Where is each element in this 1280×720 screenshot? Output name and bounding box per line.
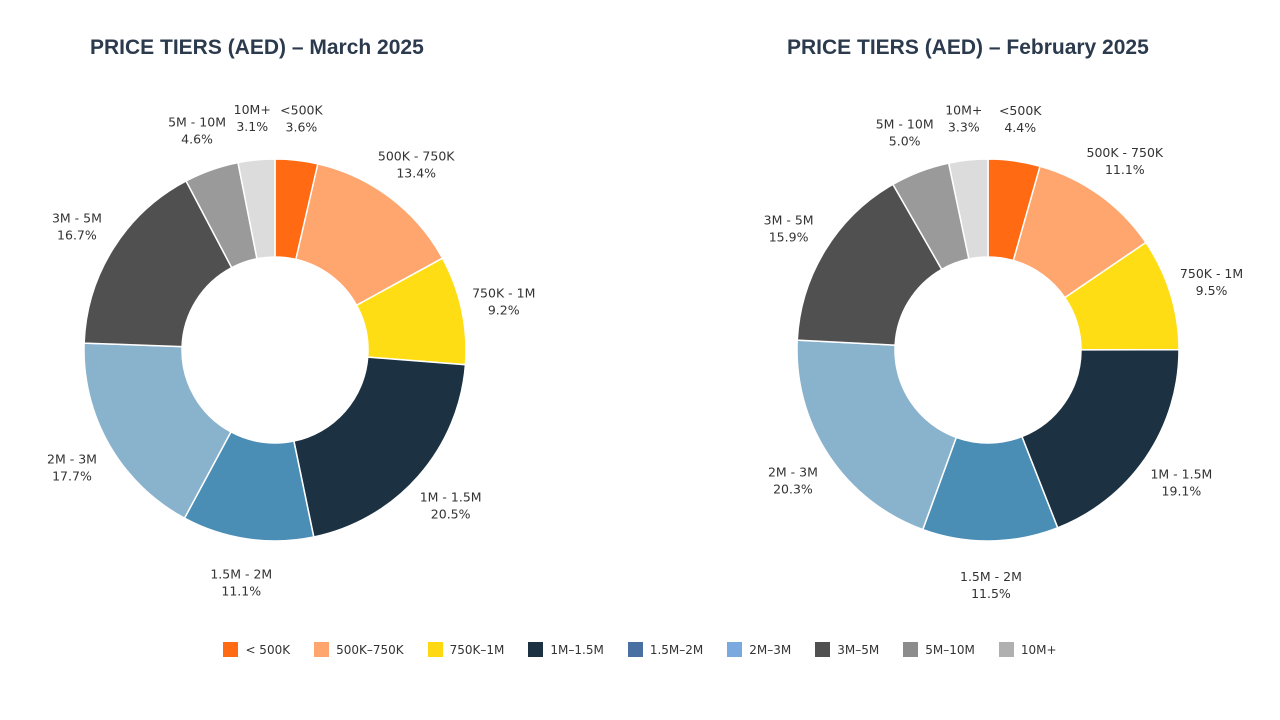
legend-swatch: [627, 642, 643, 657]
slice-label-750k-1m: 750K - 1M 9.5%: [1180, 266, 1243, 298]
slice-label-1m-1-5m: 1M - 1.5M 19.1%: [1150, 467, 1212, 499]
slice-category-label: 10M+: [234, 102, 271, 117]
slice-value-label: 3.1%: [236, 119, 268, 134]
slice-value-label: 9.5%: [1196, 283, 1228, 298]
slice-label-3m-5m: 3M - 5M 16.7%: [52, 210, 102, 242]
slice-2m-3m: [83, 342, 232, 520]
donut-chart-february: <500K 4.4% 500K - 750K 11.1% 750K - 1M 9.5% 1M…: [764, 102, 1244, 601]
slice-1m-1-5m: [292, 356, 467, 538]
slice-value-label: 11.1%: [221, 584, 261, 599]
legend-item-750k-1m: 750K–1M: [427, 642, 505, 657]
slice-category-label: 10M+: [945, 102, 982, 117]
slice-category-label: 1.5M - 2M: [210, 567, 272, 582]
slice-label-5m-10m: 5M - 10M 4.6%: [168, 114, 226, 146]
slice-value-label: 16.7%: [57, 227, 97, 242]
slice-category-label: 750K - 1M: [472, 286, 535, 301]
slice-category-label: 1M - 1.5M: [420, 490, 482, 505]
legend-item-lt-500k: < 500K: [223, 642, 290, 657]
legend-label: 1.5M–2M: [649, 642, 704, 657]
legend-item-1m-1-5m: 1M–1.5M: [528, 642, 604, 657]
slice-3m-5m: [83, 179, 233, 348]
legend-label: 750K–1M: [449, 642, 505, 657]
slice-value-label: 5.0%: [889, 133, 921, 148]
legend-item-500k-750k: 500K–750K: [314, 642, 404, 657]
legend-swatch: [998, 642, 1014, 657]
slice-category-label: 2M - 3M: [47, 451, 97, 466]
legend-label: 2M–3M: [749, 642, 792, 657]
slice-label-10mplus: 10M+ 3.1%: [234, 102, 271, 134]
slice-value-label: 20.5%: [431, 507, 471, 522]
legend-label: 500K–750K: [336, 642, 404, 657]
slice-label-500k-750k: 500K - 750K 13.4%: [378, 148, 455, 180]
legend-item-2m-3m: 2M–3M: [727, 642, 791, 657]
slice-label-750k-1m: 750K - 1M 9.2%: [472, 286, 535, 318]
slice-category-label: 5M - 10M: [876, 116, 934, 131]
slice-category-label: 3M - 5M: [52, 210, 102, 225]
slice-value-label: 3.6%: [286, 119, 318, 134]
chart-title-february: PRICE TIERS (AED) – February 2025: [787, 36, 1149, 59]
chart-title-march: PRICE TIERS (AED) – March 2025: [90, 36, 424, 59]
slice-1m-1-5m: [1020, 348, 1180, 529]
slice-category-label: <500K: [280, 102, 323, 117]
legend-swatch: [528, 642, 544, 657]
legend-label: < 500K: [245, 642, 291, 657]
slice-label-1-5m-2m: 1.5M - 2M 11.1%: [210, 567, 272, 599]
slice-label-2m-3m: 2M - 3M 20.3%: [768, 464, 818, 496]
legend-swatch: [815, 642, 831, 657]
legend-item-5m-10m: 5M–10M: [903, 642, 975, 657]
slice-label-500k-750k: 500K - 750K 11.1%: [1087, 145, 1164, 177]
legend-item-10mplus: 10M+: [998, 642, 1057, 657]
slice-value-label: 19.1%: [1162, 484, 1202, 499]
slice-value-label: 15.9%: [769, 230, 809, 245]
slice-category-label: 750K - 1M: [1180, 266, 1243, 281]
chart-legend: < 500K 500K–750K 750K–1M 1M–1.5M 1.5M–2M 2M–3…: [0, 642, 1280, 657]
slice-label-3m-5m: 3M - 5M 15.9%: [764, 213, 814, 245]
slice-2m-3m: [796, 339, 958, 531]
legend-item-1-5m-2m: 1.5M–2M: [627, 642, 704, 657]
legend-swatch: [427, 642, 443, 657]
slice-value-label: 17.7%: [52, 468, 92, 483]
legend-label: 3M–5M: [837, 642, 880, 657]
slice-label-1m-1-5m: 1M - 1.5M 20.5%: [420, 490, 482, 522]
slice-label-2m-3m: 2M - 3M 17.7%: [47, 451, 97, 483]
legend-item-3m-5m: 3M–5M: [815, 642, 879, 657]
slice-category-label: 5M - 10M: [168, 114, 226, 129]
slice-category-label: 1M - 1.5M: [1150, 467, 1212, 482]
slice-category-label: 500K - 750K: [1087, 145, 1164, 160]
donut-chart-march: <500K 3.6% 500K - 750K 13.4% 750K - 1M 9.2% 1M…: [47, 102, 535, 599]
slice-label-lt-500k: <500K 4.4%: [999, 103, 1042, 135]
slice-category-label: 2M - 3M: [768, 464, 818, 479]
slice-label-1-5m-2m: 1.5M - 2M 11.5%: [960, 569, 1022, 601]
slice-category-label: <500K: [999, 103, 1042, 118]
legend-label: 1M–1.5M: [550, 642, 604, 657]
slice-10mplus: [237, 158, 276, 260]
slice-category-label: 3M - 5M: [764, 213, 814, 228]
slice-category-label: 500K - 750K: [378, 148, 455, 163]
legend-swatch: [903, 642, 919, 657]
legend-swatch: [727, 642, 743, 657]
slice-category-label: 1.5M - 2M: [960, 569, 1022, 584]
slice-label-5m-10m: 5M - 10M 5.0%: [876, 116, 934, 148]
slice-value-label: 11.1%: [1105, 162, 1145, 177]
slice-value-label: 13.4%: [396, 165, 436, 180]
slice-10mplus: [947, 158, 989, 260]
legend-label: 10M+: [1020, 642, 1057, 657]
legend-label: 5M–10M: [925, 642, 975, 657]
slice-value-label: 4.6%: [181, 131, 213, 146]
slice-label-10mplus: 10M+ 3.3%: [945, 102, 982, 134]
slice-value-label: 9.2%: [488, 303, 520, 318]
slice-value-label: 20.3%: [773, 481, 813, 496]
slice-3m-5m: [796, 183, 943, 346]
slice-value-label: 3.3%: [948, 119, 980, 134]
slice-label-lt-500k: <500K 3.6%: [280, 102, 323, 134]
slice-value-label: 4.4%: [1004, 120, 1036, 135]
legend-swatch: [223, 642, 239, 657]
legend-swatch: [314, 642, 330, 657]
slice-value-label: 11.5%: [971, 586, 1011, 601]
